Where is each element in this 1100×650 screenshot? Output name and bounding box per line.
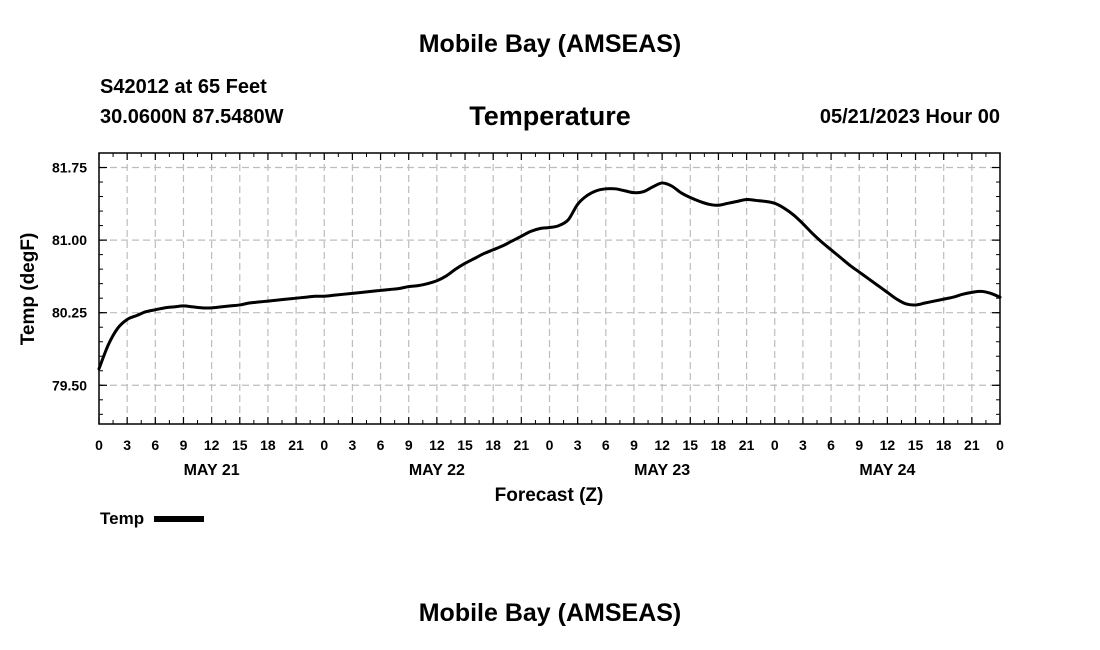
x-tick-label: 6 <box>377 437 385 453</box>
legend-swatch <box>154 516 205 522</box>
grid-lines <box>99 153 1000 424</box>
day-label: MAY 21 <box>184 462 240 479</box>
x-tick-label: 9 <box>180 437 188 453</box>
plot-frame <box>98 152 1001 425</box>
x-tick-label: 12 <box>204 437 220 453</box>
y-tick-label: 79.50 <box>52 377 87 393</box>
x-tick-label: 6 <box>602 437 610 453</box>
x-tick-label: 9 <box>405 437 413 453</box>
x-tick-label: 0 <box>546 437 554 453</box>
series-lines <box>97 181 1002 371</box>
x-tick-label: 12 <box>654 437 670 453</box>
x-tick-label: 12 <box>880 437 896 453</box>
main-title: Mobile Bay (AMSEAS) <box>418 30 682 58</box>
x-tick-label: 21 <box>964 437 980 453</box>
x-tick-label: 3 <box>349 437 357 453</box>
station-label: S42012 at 65 Feet <box>100 76 267 98</box>
x-tick-label: 15 <box>232 437 248 453</box>
x-tick-label: 3 <box>799 437 807 453</box>
x-axis-label: Forecast (Z) <box>495 485 604 506</box>
x-tick-label: 0 <box>320 437 328 453</box>
x-tick-label: 15 <box>457 437 473 453</box>
x-tick-label: 0 <box>996 437 1004 453</box>
variable-title: Temperature <box>469 101 631 131</box>
day-label: MAY 22 <box>409 462 465 479</box>
x-tick-label: 21 <box>514 437 530 453</box>
x-tick-label: 12 <box>429 437 445 453</box>
x-tick-label: 6 <box>151 437 159 453</box>
day-label: MAY 23 <box>634 462 690 479</box>
x-tick-label: 18 <box>485 437 501 453</box>
x-tick-label: 21 <box>739 437 755 453</box>
legend: Temp <box>100 509 205 529</box>
x-tick-label: 18 <box>711 437 727 453</box>
coordinates-label: 30.0600N 87.5480W <box>100 106 284 128</box>
x-tick-label: 6 <box>827 437 835 453</box>
x-tick-label: 21 <box>288 437 304 453</box>
x-tick-label: 15 <box>682 437 698 453</box>
x-tick-label: 18 <box>936 437 952 453</box>
x-tick-label: 9 <box>855 437 863 453</box>
x-tick-label: 18 <box>260 437 276 453</box>
footer-title: Mobile Bay (AMSEAS) <box>418 599 682 627</box>
y-tick-label: 81.75 <box>52 160 87 176</box>
legend-label: Temp <box>100 509 145 528</box>
x-tick-label: 9 <box>630 437 638 453</box>
x-tick-label: 3 <box>123 437 131 453</box>
y-tick-label: 81.00 <box>52 232 87 248</box>
x-tick-label: 3 <box>574 437 582 453</box>
x-tick-label: 0 <box>771 437 779 453</box>
y-axis-label: Temp (degF) <box>18 233 39 346</box>
temp-series-line <box>97 181 1002 371</box>
axis-tick-labels: 0 3 6 9 12 15 18 21 0 3 6 9 12 15 18 21 0 3 6 9 12 15 18 21 0 3 6 9… <box>52 160 1004 479</box>
x-tick-label: 0 <box>95 437 103 453</box>
x-tick-label: 15 <box>908 437 924 453</box>
run-time-label: 05/21/2023 Hour 00 <box>819 106 1000 128</box>
y-tick-label: 80.25 <box>52 305 87 321</box>
day-label: MAY 24 <box>859 462 915 479</box>
